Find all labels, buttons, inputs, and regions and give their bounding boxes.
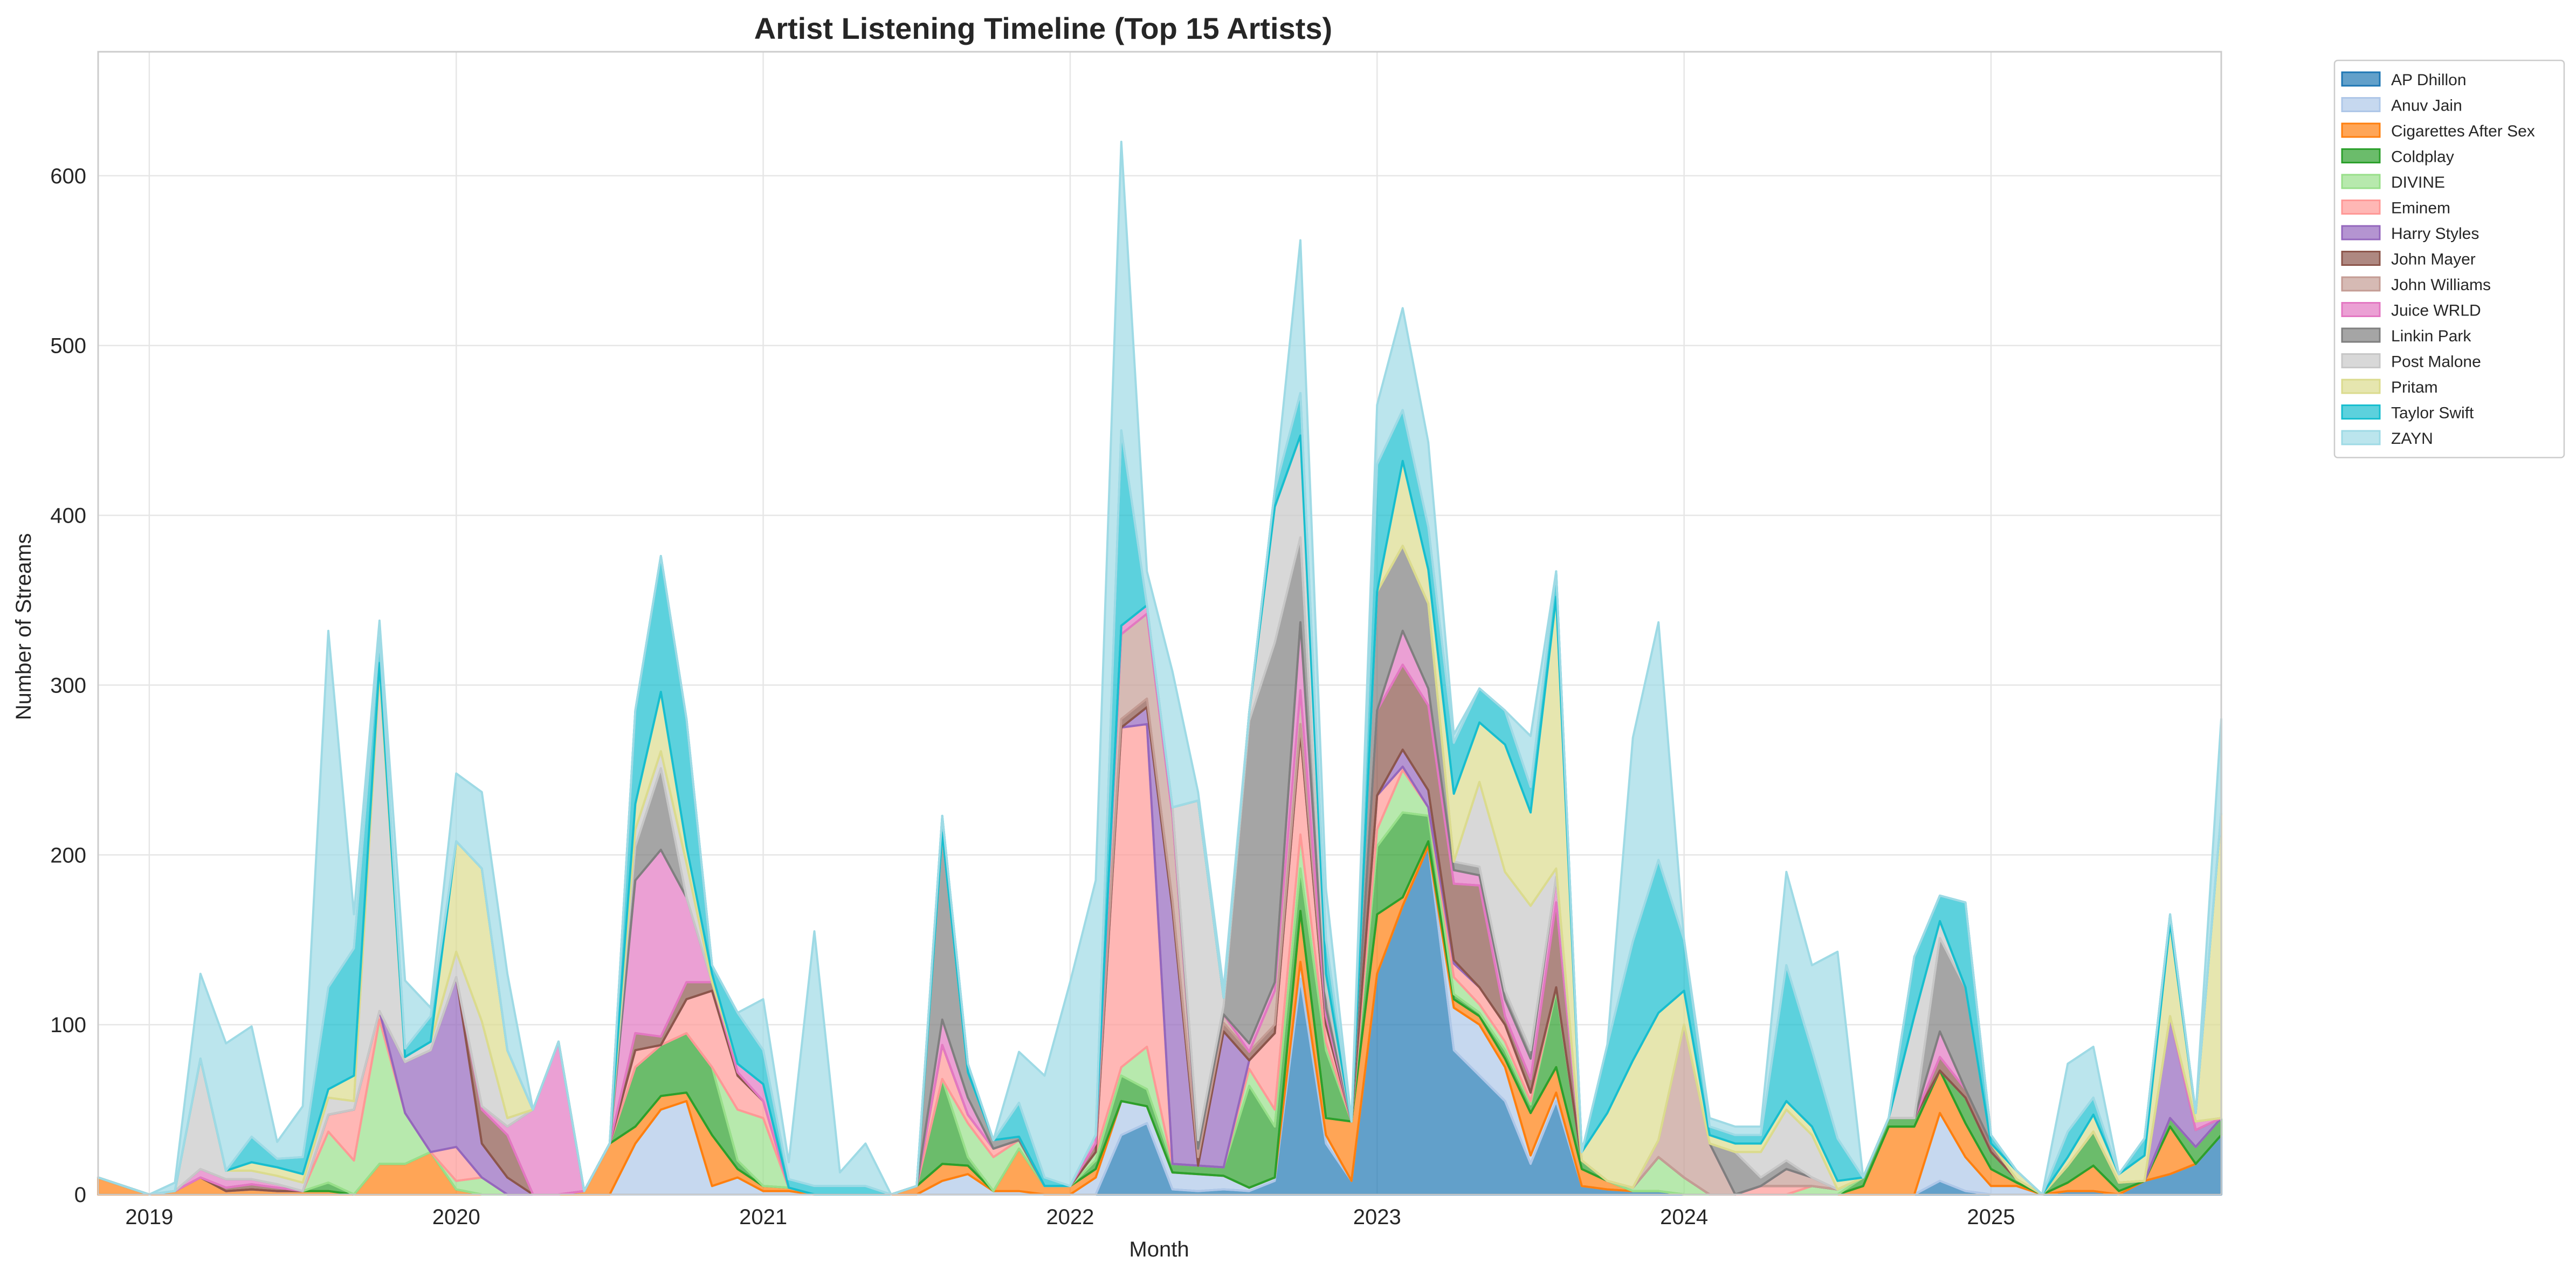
legend-swatch [2341, 174, 2381, 189]
legend-swatch [2341, 148, 2381, 163]
y-tick-label: 300 [50, 674, 86, 697]
x-axis-title: Month [1129, 1238, 1189, 1261]
legend-label: Eminem [2391, 200, 2450, 217]
legend-swatch [2341, 276, 2381, 292]
legend-label: Coldplay [2391, 148, 2454, 166]
legend-swatch [2341, 327, 2381, 343]
y-tick-label: 400 [50, 504, 86, 528]
x-tick-label: 2020 [432, 1205, 480, 1229]
legend-label: Taylor Swift [2391, 404, 2474, 422]
y-tick-label: 100 [50, 1013, 86, 1037]
legend-label: Linkin Park [2391, 327, 2471, 345]
y-axis-title: Number of Streams [12, 533, 36, 720]
x-tick-label: 2025 [1967, 1205, 2015, 1229]
x-tick-label: 2024 [1660, 1205, 1708, 1229]
legend-swatch [2341, 379, 2381, 394]
plot-frame [97, 51, 2222, 1196]
legend-box [2333, 59, 2565, 458]
legend-label: ZAYN [2391, 430, 2433, 448]
legend-swatch [2341, 251, 2381, 266]
legend-swatch [2341, 97, 2381, 112]
legend-label: Harry Styles [2391, 225, 2479, 243]
legend-swatch [2341, 122, 2381, 138]
x-tick-label: 2022 [1046, 1205, 1094, 1229]
plot-area: 0 100 200 300 400 500 600 2019 2020 2021 2022 2023 2… [50, 51, 2222, 1229]
legend-swatch [2341, 404, 2381, 420]
legend-swatch [2341, 302, 2381, 317]
y-tick-label: 500 [50, 334, 86, 358]
legend-label: John Williams [2391, 276, 2491, 294]
legend-label: Anuv Jain [2391, 97, 2462, 115]
legend-label: Cigarettes After Sex [2391, 122, 2535, 140]
y-tick-label: 0 [74, 1183, 86, 1207]
y-tick-label: 200 [50, 843, 86, 867]
legend-label: John Mayer [2391, 251, 2476, 269]
legend-swatch [2341, 225, 2381, 241]
legend-label: DIVINE [2391, 174, 2445, 191]
legend-swatch [2341, 353, 2381, 368]
y-tick-label: 600 [50, 164, 86, 188]
legend-swatch [2341, 71, 2381, 87]
legend-label: Post Malone [2391, 353, 2481, 371]
legend: AP Dhillon Anuv Jain Cigarettes After Sex C… [2333, 59, 2565, 458]
legend-label: AP Dhillon [2391, 71, 2467, 89]
x-tick-label: 2023 [1353, 1205, 1401, 1229]
legend-label: Pritam [2391, 379, 2438, 396]
chart-title: Artist Listening Timeline (Top 15 Artist… [754, 11, 1332, 45]
legend-swatch [2341, 430, 2381, 445]
x-tick-label: 2021 [739, 1205, 787, 1229]
x-tick-label: 2019 [125, 1205, 173, 1229]
legend-swatch [2341, 200, 2381, 215]
legend-label: Juice WRLD [2391, 302, 2481, 320]
